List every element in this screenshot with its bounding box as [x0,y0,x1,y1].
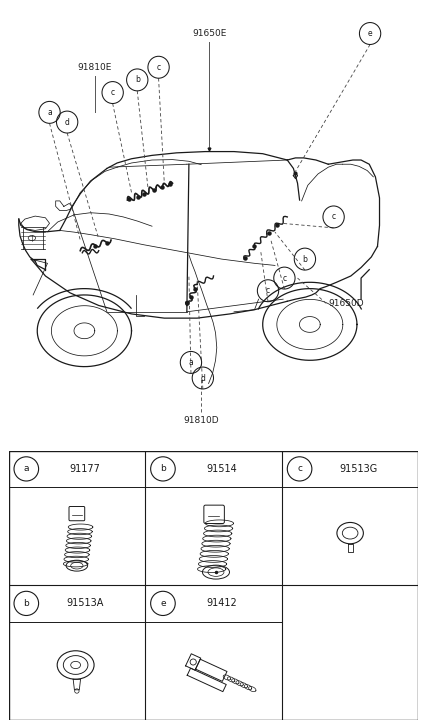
Text: 91650D: 91650D [328,299,363,308]
Text: a: a [23,465,29,473]
FancyBboxPatch shape [203,505,224,523]
Text: c: c [156,63,160,72]
Text: 91513G: 91513G [338,464,377,474]
Text: a: a [47,108,52,117]
Text: b: b [23,599,29,608]
Text: 91650E: 91650E [192,29,226,38]
Text: e: e [160,599,165,608]
Text: c: c [296,465,301,473]
Text: 91412: 91412 [206,598,236,608]
Text: c: c [265,286,270,295]
Text: a: a [188,358,193,367]
Text: 91513A: 91513A [66,598,104,608]
Text: 91810E: 91810E [77,63,112,72]
Text: b: b [135,76,139,84]
Text: c: c [110,88,115,97]
Text: 91810D: 91810D [183,416,219,425]
Text: e: e [367,29,371,38]
Text: d: d [200,374,205,382]
Text: 91514: 91514 [206,464,236,474]
FancyBboxPatch shape [69,507,84,521]
Text: b: b [160,465,165,473]
Text: d: d [65,118,69,126]
Text: c: c [282,273,286,283]
Text: b: b [302,254,307,264]
Text: c: c [331,212,335,222]
Text: 91177: 91177 [69,464,100,474]
